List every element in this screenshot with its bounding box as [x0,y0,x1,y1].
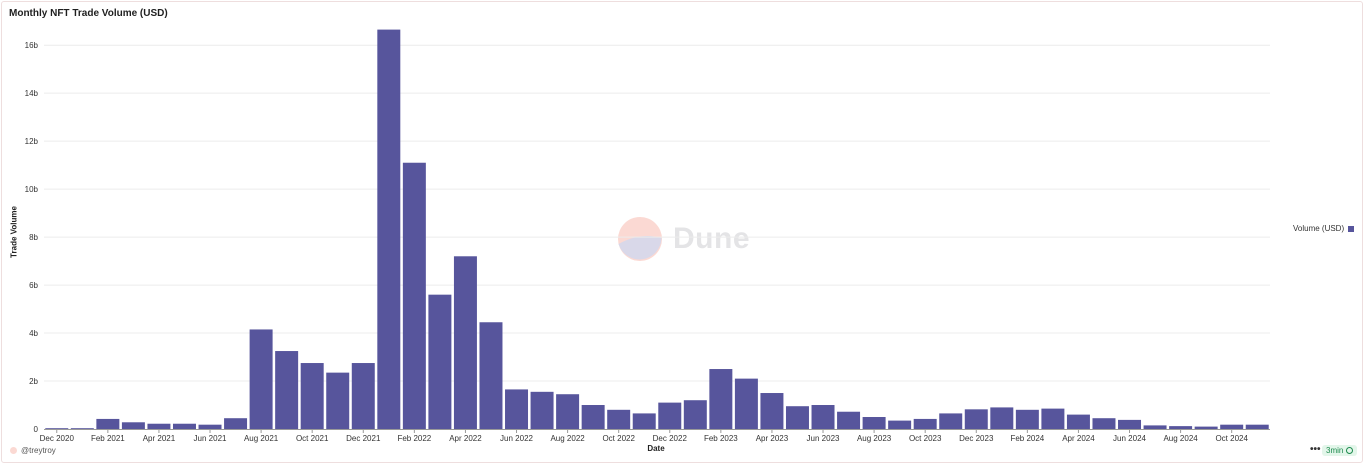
bar[interactable] [1169,426,1193,429]
more-options-icon[interactable]: ••• [1310,444,1321,455]
age-label: 3min [1326,446,1344,455]
bar[interactable] [811,405,835,429]
bar[interactable] [556,394,580,429]
bar[interactable] [939,413,963,429]
bar[interactable] [530,391,554,429]
bar[interactable] [275,351,299,429]
x-tick-label: Jun 2021 [194,434,227,443]
bar[interactable] [990,407,1014,429]
bar[interactable] [453,256,477,429]
bar[interactable] [45,428,69,429]
x-tick-label: Dec 2022 [653,434,688,443]
bar[interactable] [121,422,145,429]
bar[interactable] [402,162,426,429]
x-tick-label: Oct 2024 [1215,434,1248,443]
bar[interactable] [147,423,171,429]
x-tick-label: Aug 2024 [1163,434,1198,443]
x-axis-label: Date [647,444,665,453]
bar[interactable] [198,424,222,429]
bar[interactable] [224,418,248,429]
x-tick-label: Dec 2023 [959,434,994,443]
x-tick-label: Feb 2024 [1010,434,1044,443]
bar[interactable] [785,406,809,429]
x-tick-label: Oct 2022 [602,434,635,443]
y-tick-label: 4b [29,329,38,338]
y-tick-label: 16b [25,41,39,50]
x-tick-label: Apr 2021 [143,434,176,443]
x-tick-label: Jun 2022 [500,434,533,443]
bar[interactable] [249,329,273,429]
x-tick-label: Feb 2023 [704,434,738,443]
x-tick-label: Apr 2024 [1062,434,1095,443]
bar[interactable] [1015,409,1039,429]
bar[interactable] [632,413,656,429]
bar[interactable] [683,400,707,429]
legend-label: Volume (USD) [1293,224,1345,233]
x-tick-label: Oct 2021 [296,434,329,443]
chart-title: Monthly NFT Trade Volume (USD) [9,8,168,19]
bar[interactable] [326,372,350,429]
x-tick-label: Jun 2023 [807,434,840,443]
y-tick-label: 10b [25,185,39,194]
x-tick-label: Aug 2023 [857,434,892,443]
dune-logo-icon [618,217,662,261]
author-link[interactable]: @treytroy [10,446,56,455]
bar[interactable] [505,389,529,429]
bar[interactable] [607,409,631,429]
bar[interactable] [351,363,375,429]
watermark-text: Dune [673,222,750,255]
x-tick-label: Apr 2023 [756,434,789,443]
x-tick-label: Jun 2024 [1113,434,1146,443]
y-tick-label: 6b [29,281,38,290]
bar[interactable] [709,369,733,429]
refresh-age-badge[interactable]: 3min [1322,445,1358,456]
bar[interactable] [581,405,605,429]
bar[interactable] [70,428,94,429]
bar[interactable] [964,409,988,429]
bar[interactable] [1092,418,1116,429]
check-circle-icon [1346,447,1354,454]
bar[interactable] [1066,414,1090,429]
x-tick-label: Feb 2022 [397,434,431,443]
bar[interactable] [428,294,452,429]
avatar [10,447,17,454]
x-tick-label: Aug 2021 [244,434,279,443]
y-tick-label: 14b [25,89,39,98]
x-tick-label: Dec 2021 [346,434,381,443]
bar[interactable] [479,322,503,429]
bar[interactable] [913,418,937,429]
bar[interactable] [377,29,401,430]
legend-swatch [1348,225,1355,232]
bar[interactable] [734,378,758,429]
bar[interactable] [1194,426,1218,429]
y-tick-label: 0 [34,425,39,434]
bar[interactable] [888,420,912,429]
bar[interactable] [658,402,682,429]
bar[interactable] [300,363,324,429]
x-tick-label: Aug 2022 [550,434,585,443]
y-tick-label: 2b [29,377,38,386]
bar[interactable] [837,411,861,429]
x-tick-label: Oct 2023 [909,434,942,443]
y-tick-label: 12b [25,137,39,146]
bar[interactable] [862,417,886,429]
x-tick-label: Feb 2021 [91,434,125,443]
bar[interactable] [96,418,120,429]
bar[interactable] [1041,408,1065,429]
bar[interactable] [760,393,784,429]
author-name: @treytroy [21,446,56,455]
dune-watermark: Dune [617,216,750,262]
x-tick-label: Dec 2020 [40,434,75,443]
bar[interactable] [1143,425,1167,429]
legend[interactable]: Volume (USD) [1293,224,1355,233]
bar[interactable] [1245,424,1269,429]
bar[interactable] [172,423,196,429]
y-tick-label: 8b [29,233,38,242]
bar[interactable] [1118,419,1142,429]
x-tick-label: Apr 2022 [449,434,482,443]
bar[interactable] [1220,424,1244,429]
